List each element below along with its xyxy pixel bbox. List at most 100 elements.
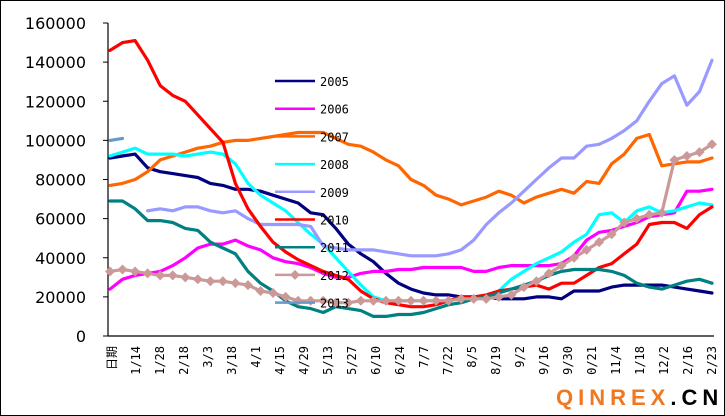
data-point-2012 [456, 293, 467, 304]
series-layer [105, 38, 717, 318]
data-point-2012 [192, 274, 203, 285]
legend: 2005 2006 2007 2008 2009 2010 2011 2012 2013 [275, 75, 349, 311]
data-point-2012 [543, 268, 554, 279]
data-point-2012 [205, 276, 216, 287]
series-2010 [108, 38, 714, 309]
y-tick-label: 60000 [35, 210, 86, 229]
series-2012 [105, 139, 717, 308]
data-point-2012 [606, 229, 617, 240]
x-tick-label: 5/13 [321, 346, 335, 375]
x-axis: 日期 1/14 1/28 2/18 3/3 3/18 4/1 4/15 4/29 5/13 5/27… [105, 335, 719, 375]
y-tick-label: 140000 [25, 53, 86, 72]
x-tick-label: 3/3 [201, 346, 215, 368]
series-line-2011 [108, 199, 714, 318]
data-point-2012 [155, 270, 166, 281]
data-point-2012 [431, 295, 442, 306]
legend-label-2013: 2013 [320, 297, 349, 311]
x-tick-label: 8/19 [489, 346, 503, 375]
x-tick-label: 7/22 [441, 346, 455, 375]
series-2007 [108, 130, 714, 207]
x-tick-label: 9/16 [537, 346, 551, 375]
data-point-2012 [343, 297, 354, 308]
x-tick-label: 2/18 [177, 346, 191, 375]
series-line-2005 [108, 152, 714, 301]
x-tick-label: 9/30 [561, 346, 575, 375]
data-point-2012 [305, 295, 316, 306]
y-tick-label: 0 [76, 327, 86, 346]
y-tick-label: 160000 [25, 14, 86, 33]
series-2013 [108, 136, 125, 142]
y-tick-label: 100000 [25, 131, 86, 150]
data-point-2012 [380, 295, 391, 306]
data-point-2012 [644, 209, 655, 220]
data-point-2012 [531, 276, 542, 287]
series-line-2010 [108, 38, 714, 309]
data-point-2012 [518, 282, 529, 293]
y-tick-label: 40000 [35, 249, 86, 268]
x-tick-label: 3/18 [225, 346, 239, 375]
legend-label-2008: 2008 [320, 158, 349, 172]
x-tick-label: 7/7 [417, 346, 431, 368]
x-tick-label: 5/27 [345, 346, 359, 375]
data-point-2012 [681, 151, 692, 162]
x-tick-label: 6/24 [393, 346, 407, 375]
x-tick-label: 9/2 [513, 346, 527, 368]
legend-label-2010: 2010 [320, 214, 349, 228]
data-point-2012 [280, 291, 291, 302]
data-point-2012 [694, 147, 705, 158]
series-line-2009 [146, 58, 714, 258]
series-line-2007 [108, 130, 714, 207]
data-point-2012 [217, 276, 228, 287]
x-tick-label: 11/4 [609, 346, 623, 375]
x-tick-label: 4/15 [273, 346, 287, 375]
data-point-2012 [142, 268, 153, 279]
x-tick-label: 4/1 [249, 346, 263, 368]
data-point-2012 [368, 295, 379, 306]
data-point-2012 [230, 278, 241, 289]
x-tick-label: 0/21 [585, 346, 599, 375]
y-tick-label: 120000 [25, 92, 86, 111]
data-point-2012 [330, 297, 341, 308]
data-point-2012 [619, 217, 630, 228]
data-point-2012 [167, 270, 178, 281]
data-point-2012 [393, 295, 404, 306]
data-point-2012 [493, 291, 504, 302]
data-point-2012 [656, 207, 667, 218]
data-point-2012 [418, 295, 429, 306]
data-point-2012 [481, 293, 492, 304]
data-point-2012 [594, 237, 605, 248]
data-point-2012 [669, 154, 680, 165]
data-point-2012 [707, 139, 717, 150]
legend-marker-2012 [290, 269, 300, 280]
data-point-2012 [355, 295, 366, 306]
data-point-2012 [468, 293, 479, 304]
data-point-2012 [406, 295, 416, 306]
x-tick-label: 2/23 [705, 346, 719, 375]
data-point-2012 [180, 272, 191, 283]
x-tick-label: 1/18 [633, 346, 647, 375]
x-tick-label: 2/16 [681, 346, 695, 375]
watermark-brand: QINREX [556, 385, 671, 410]
x-tick-label: 6/10 [369, 346, 383, 375]
series-2005 [108, 152, 714, 301]
x-tick-label: 日期 [105, 346, 119, 370]
y-tick-label: 80000 [35, 171, 86, 190]
legend-label-2007: 2007 [320, 130, 349, 144]
data-point-2012 [130, 266, 141, 277]
x-tick-label: 4/29 [297, 346, 311, 375]
legend-label-2009: 2009 [320, 186, 349, 200]
data-point-2012 [581, 244, 592, 255]
x-tick-label: 8/5 [465, 346, 479, 368]
series-2009 [146, 58, 714, 258]
watermark: QINREX.CN [556, 385, 723, 411]
watermark-tld: .CN [670, 385, 724, 410]
data-point-2012 [631, 213, 642, 224]
x-tick-label: 1/28 [153, 346, 167, 375]
data-point-2012 [443, 295, 454, 306]
x-tick-label: 12/2 [657, 346, 671, 375]
legend-label-2006: 2006 [320, 103, 349, 117]
data-point-2012 [117, 264, 128, 275]
data-point-2012 [556, 260, 567, 271]
x-tick-label: 1/14 [129, 346, 143, 375]
